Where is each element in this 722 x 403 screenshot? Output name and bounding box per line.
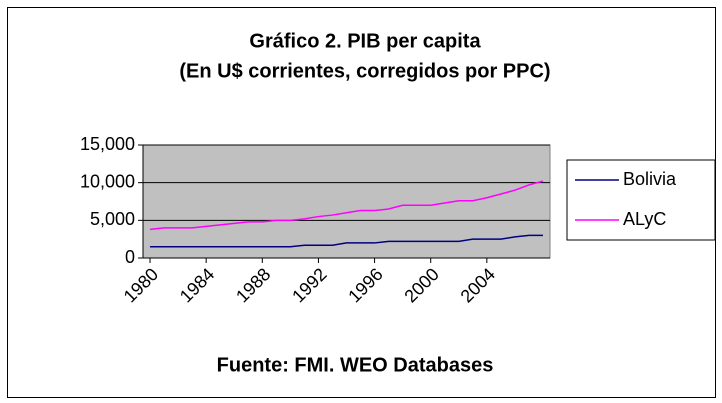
plot-area	[142, 144, 551, 259]
y-tick-label: 15,000	[80, 134, 135, 154]
y-tick-label: 5,000	[90, 209, 135, 229]
series-line	[150, 234, 543, 248]
x-axis-label: Fuente: FMI. WEO Databases	[217, 354, 494, 376]
legend-label: Bolivia	[623, 169, 677, 189]
y-tick-label: 10,000	[80, 171, 135, 191]
legend-label: ALyC	[623, 209, 666, 229]
legend-box	[566, 159, 716, 241]
series-line	[149, 180, 544, 231]
y-tick-label: 0	[125, 247, 135, 267]
chart-title: Gráfico 2. PIB per capita	[249, 30, 481, 52]
chart-subtitle: (En U$ corrientes, corregidos por PPC)	[179, 60, 550, 82]
